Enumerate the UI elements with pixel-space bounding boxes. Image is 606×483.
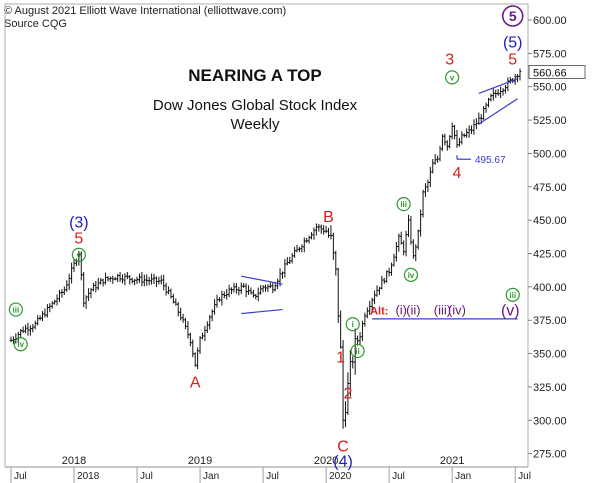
x-tick-label: Jan xyxy=(455,471,471,482)
y-tick-label: 400.00 xyxy=(533,282,567,294)
wave-label: iii xyxy=(509,291,516,300)
wave-label-circle xyxy=(345,317,360,332)
x-tick-label: 2018 xyxy=(77,471,100,482)
copyright-text: © August 2021 Elliott Wave International… xyxy=(4,5,287,17)
wave-label-circle xyxy=(8,302,23,317)
wave-label: A xyxy=(190,375,201,392)
alt-count-label: (i) xyxy=(395,303,407,318)
wave-label: v xyxy=(450,73,455,82)
wave-label: iv xyxy=(17,340,24,349)
wave-label: 5 xyxy=(508,52,517,69)
y-tick-label: 575.00 xyxy=(533,48,567,60)
wave-label-circle xyxy=(13,337,28,352)
wave-label: B xyxy=(323,209,334,226)
triangle-trendline xyxy=(241,275,283,285)
wave-label: 5 xyxy=(74,231,83,248)
y-tick-label: 500.00 xyxy=(533,148,567,160)
wave-label-circle xyxy=(403,267,419,282)
wave-label: 4 xyxy=(453,165,462,182)
x-tick-label: 2020 xyxy=(329,471,352,482)
y-tick-label: 275.00 xyxy=(533,449,567,461)
wave-label: i xyxy=(352,320,354,329)
y-tick-label: 375.00 xyxy=(533,315,567,327)
wave-label: ii xyxy=(355,347,359,356)
source-text: Source CQG xyxy=(4,18,67,30)
wave-label: (4) xyxy=(333,453,353,470)
x-tick-label: Jul xyxy=(392,471,405,482)
y-tick-label: 325.00 xyxy=(533,382,567,394)
wave-label: (5) xyxy=(503,34,523,51)
wave-label: iv xyxy=(408,271,415,280)
wave-label: 5 xyxy=(509,8,517,24)
wave-label: 2 xyxy=(343,385,352,402)
alt-count-label: (iii) xyxy=(434,303,451,318)
chart-subtitle: Dow Jones Global Stock Index xyxy=(152,97,358,114)
year-label: 2021 xyxy=(440,455,464,467)
wave-label: 3 xyxy=(445,52,454,69)
wave-label-circle xyxy=(445,70,460,85)
y-tick-label: 425.00 xyxy=(533,249,567,261)
triangle-trendline xyxy=(241,308,283,315)
wave-label: (v) xyxy=(501,303,520,320)
alt-count-prefix: Alt: xyxy=(370,306,388,318)
x-tick-label: Jul xyxy=(14,471,27,482)
triangle-trendline xyxy=(478,98,518,125)
x-tick-label: Jul xyxy=(140,471,153,482)
y-tick-label: 350.00 xyxy=(533,349,567,361)
wave-label: v xyxy=(77,251,82,260)
y-tick-label: 475.00 xyxy=(533,182,567,194)
last-price-label: 560.66 xyxy=(533,68,567,80)
year-label: 2019 xyxy=(188,455,212,467)
last-price-box xyxy=(528,65,586,79)
y-tick-label: 300.00 xyxy=(533,415,567,427)
wave-label: iii xyxy=(400,200,407,209)
y-tick-label: 550.00 xyxy=(533,82,567,94)
y-tick-label: 525.00 xyxy=(533,115,567,127)
x-tick-label: Jul xyxy=(266,471,279,482)
y-tick-label: 450.00 xyxy=(533,215,567,227)
wave-label: 1 xyxy=(336,349,345,366)
x-tick-label: Jan xyxy=(203,471,219,482)
year-label: 2018 xyxy=(62,455,86,467)
low-value-label: 495.67 xyxy=(475,155,506,166)
wave-label-circle xyxy=(396,197,411,212)
alt-count-label: (ii) xyxy=(406,303,420,318)
triangle-trendline xyxy=(478,78,518,94)
wave-label-circle xyxy=(501,5,524,27)
year-label: 2020 xyxy=(314,455,338,467)
wave-label-circle xyxy=(350,343,365,359)
wave-label: iii xyxy=(13,306,20,315)
wave-label-circle xyxy=(71,247,86,262)
chart-title: NEARING A TOP xyxy=(188,66,322,85)
chart-period: Weekly xyxy=(230,116,280,133)
wave-label: C xyxy=(337,439,349,456)
y-tick-label: 600.00 xyxy=(533,15,567,27)
x-tick-label: Jul xyxy=(518,471,531,482)
alt-count-label: (iv) xyxy=(448,303,466,318)
wave-label-circle xyxy=(505,287,520,302)
wave-label: (3) xyxy=(69,214,89,231)
